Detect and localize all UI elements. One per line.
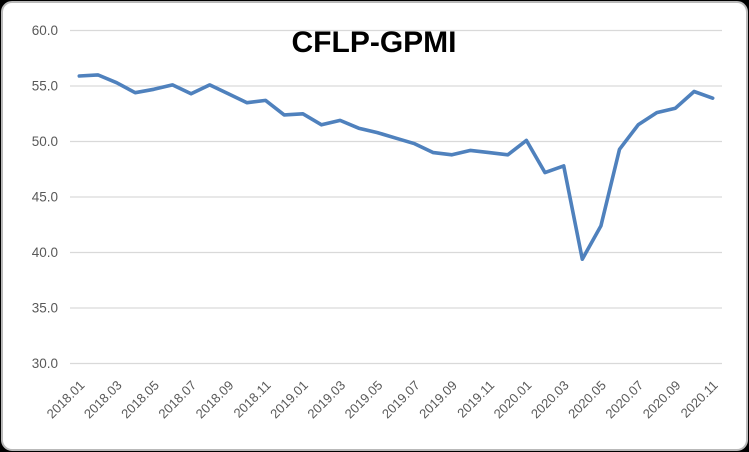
y-axis-labels: 60.0 55.0 50.0 45.0 40.0 35.0 30.0: [32, 23, 58, 371]
x-tick-label: 2019.07: [379, 378, 423, 422]
y-tick-label: 35.0: [32, 301, 58, 316]
chart-title: CFLP-GPMI: [292, 26, 457, 59]
y-tick-label: 40.0: [32, 245, 58, 260]
x-tick-label: 2018.03: [81, 378, 125, 422]
x-axis-labels: 2018.012018.032018.052018.072018.092018.…: [44, 378, 721, 422]
x-tick-label: 2020.07: [602, 378, 646, 422]
x-tick-label: 2019.05: [342, 378, 386, 422]
x-tick-label: 2020.09: [640, 378, 684, 422]
y-tick-label: 60.0: [32, 23, 58, 38]
x-tick-label: 2018.07: [155, 378, 199, 422]
x-tick-label: 2020.03: [528, 378, 572, 422]
x-tick-label: 2019.11: [454, 378, 497, 421]
x-tick-label: 2018.09: [193, 378, 237, 422]
x-tick-label: 2020.11: [678, 378, 721, 421]
x-tick-label: 2018.05: [118, 378, 162, 422]
y-tick-label: 55.0: [32, 79, 58, 94]
x-tick-label: 2019.03: [304, 378, 348, 422]
gridlines: [70, 29, 722, 365]
pmi-series-line: [77, 73, 715, 262]
line-chart: 60.055.050.045.040.035.030.0 2018.012018…: [32, 23, 722, 422]
y-tick-label: 45.0: [32, 190, 58, 205]
y-tick-label: 30.0: [32, 356, 58, 371]
x-tick-label: 2020.01: [491, 378, 535, 422]
x-tick-label: 2019.09: [416, 378, 460, 422]
x-tick-label: 2018.11: [231, 378, 274, 421]
x-tick-label: 2020.05: [565, 378, 609, 422]
y-tick-label: 50.0: [32, 134, 58, 149]
x-tick-label: 2019.01: [267, 378, 311, 422]
x-tick-label: 2018.01: [44, 378, 88, 422]
